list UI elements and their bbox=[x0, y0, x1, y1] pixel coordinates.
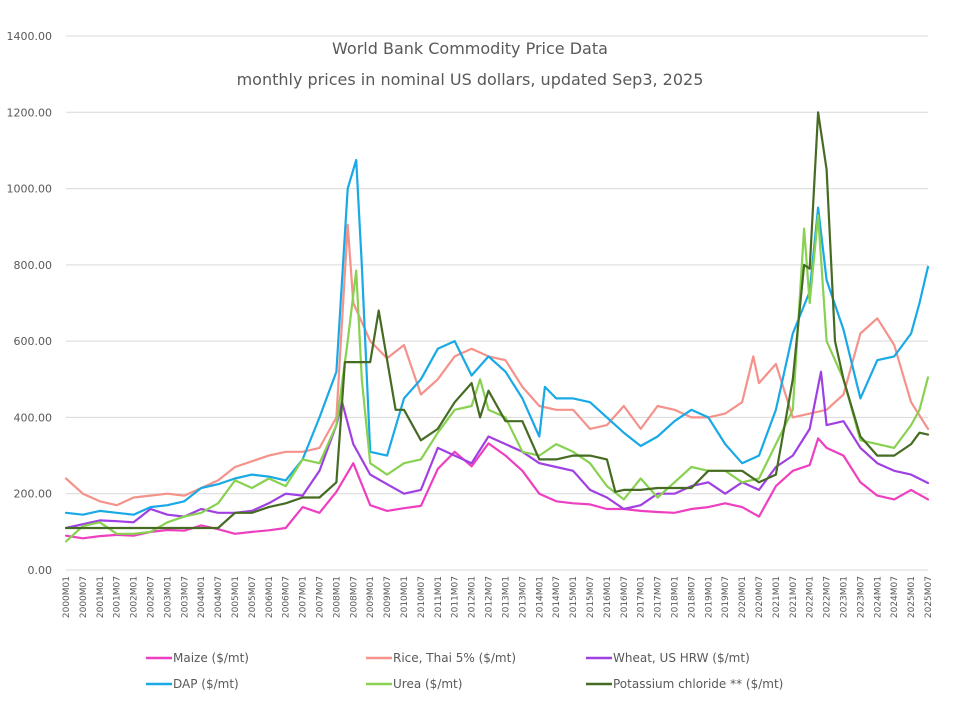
x-tick-label: 2006M07 bbox=[282, 576, 292, 618]
legend-label: Maize ($/mt) bbox=[173, 651, 249, 665]
x-tick-label: 2001M07 bbox=[113, 576, 123, 618]
x-tick-label: 2003M01 bbox=[163, 576, 173, 618]
series-line-0 bbox=[64, 437, 930, 540]
x-tick-label: 2019M07 bbox=[721, 576, 731, 618]
x-tick-label: 2001M01 bbox=[96, 576, 106, 618]
grid-lines bbox=[66, 35, 928, 495]
chart-subtitle: monthly prices in nominal US dollars, up… bbox=[237, 70, 704, 89]
x-tick-label: 2013M07 bbox=[518, 576, 528, 618]
x-tick-label: 2008M01 bbox=[332, 576, 342, 618]
x-tick-label: 2024M07 bbox=[890, 576, 900, 618]
x-tick-label: 2021M07 bbox=[789, 576, 799, 618]
x-tick-label: 2007M01 bbox=[299, 576, 309, 618]
x-tick-label: 2004M01 bbox=[197, 576, 207, 618]
x-tick-label: 2002M07 bbox=[147, 576, 157, 618]
series-line-2 bbox=[64, 370, 930, 530]
x-tick-label: 2020M07 bbox=[755, 576, 765, 618]
x-tick-label: 2015M01 bbox=[569, 576, 579, 618]
x-tick-label: 2014M01 bbox=[535, 576, 545, 618]
x-tick-label: 2005M01 bbox=[231, 576, 241, 618]
x-tick-label: 2019M01 bbox=[704, 576, 714, 618]
x-tick-label: 2013M01 bbox=[501, 576, 511, 618]
x-tick-label: 2023M01 bbox=[839, 576, 849, 618]
series-line-3 bbox=[64, 158, 930, 516]
y-tick-label: 1200.00 bbox=[7, 106, 53, 119]
legend-label: Rice, Thai 5% ($/mt) bbox=[393, 651, 516, 665]
x-tick-label: 2002M01 bbox=[130, 576, 140, 618]
x-tick-label: 2025M07 bbox=[924, 576, 934, 618]
y-tick-label: 0.00 bbox=[28, 564, 53, 577]
x-tick-label: 2006M01 bbox=[265, 576, 275, 618]
y-axis-ticks: 0.00 200.00 400.00 600.00 800.00 1000.00 1200.… bbox=[7, 30, 53, 577]
y-tick-label: 200.00 bbox=[14, 488, 53, 501]
series-line-1 bbox=[64, 223, 930, 507]
legend-label: Wheat, US HRW ($/mt) bbox=[613, 651, 750, 665]
x-tick-label: 2005M07 bbox=[248, 576, 258, 618]
legend-label: DAP ($/mt) bbox=[173, 677, 239, 691]
x-tick-label: 2014M07 bbox=[552, 576, 562, 618]
x-tick-label: 2016M07 bbox=[620, 576, 630, 618]
x-tick-label: 2011M01 bbox=[434, 576, 444, 618]
x-tick-label: 2025M01 bbox=[907, 576, 917, 618]
x-tick-label: 2017M07 bbox=[654, 576, 664, 618]
x-tick-label: 2010M07 bbox=[417, 576, 427, 618]
x-tick-label: 2023M07 bbox=[856, 576, 866, 618]
x-tick-label: 2007M07 bbox=[316, 576, 326, 618]
legend: Maize ($/mt) Rice, Thai 5% ($/mt) Wheat, U… bbox=[146, 651, 783, 691]
x-tick-label: 2009M07 bbox=[383, 576, 393, 618]
x-tick-label: 2020M01 bbox=[738, 576, 748, 618]
x-tick-label: 2004M07 bbox=[214, 576, 224, 618]
x-tick-label: 2021M01 bbox=[772, 576, 782, 618]
x-tick-label: 2000M07 bbox=[79, 576, 89, 618]
x-tick-label: 2018M01 bbox=[670, 576, 680, 618]
legend-label: Urea ($/mt) bbox=[393, 677, 462, 691]
x-tick-label: 2010M01 bbox=[400, 576, 410, 618]
x-tick-label: 2009M01 bbox=[366, 576, 376, 618]
x-tick-label: 2008M07 bbox=[349, 576, 359, 618]
x-tick-label: 2015M07 bbox=[586, 576, 596, 618]
chart-title: World Bank Commodity Price Data bbox=[332, 39, 608, 58]
x-tick-label: 2003M07 bbox=[180, 576, 190, 618]
x-tick-label: 2016M01 bbox=[603, 576, 613, 618]
x-tick-label: 2018M07 bbox=[687, 576, 697, 618]
x-tick-label: 2017M01 bbox=[637, 576, 647, 618]
legend-label: Potassium chloride ** ($/mt) bbox=[613, 677, 783, 691]
series-line-5 bbox=[64, 111, 930, 530]
x-axis-ticks: 2000M01 2000M07 2001M01 2001M07 2002M01 2002M… bbox=[62, 576, 934, 618]
x-tick-label: 2022M07 bbox=[823, 576, 833, 618]
y-tick-label: 1400.00 bbox=[7, 30, 53, 43]
x-tick-label: 2024M01 bbox=[873, 576, 883, 618]
x-tick-label: 2022M01 bbox=[806, 576, 816, 618]
y-tick-label: 800.00 bbox=[14, 259, 53, 272]
y-tick-label: 600.00 bbox=[14, 335, 53, 348]
x-tick-label: 2000M01 bbox=[62, 576, 72, 618]
y-tick-label: 1000.00 bbox=[7, 183, 53, 196]
x-tick-label: 2012M07 bbox=[485, 576, 495, 618]
series-lines bbox=[64, 111, 930, 543]
x-tick-label: 2011M07 bbox=[451, 576, 461, 618]
x-tick-label: 2012M01 bbox=[468, 576, 478, 618]
y-tick-label: 400.00 bbox=[14, 411, 53, 424]
